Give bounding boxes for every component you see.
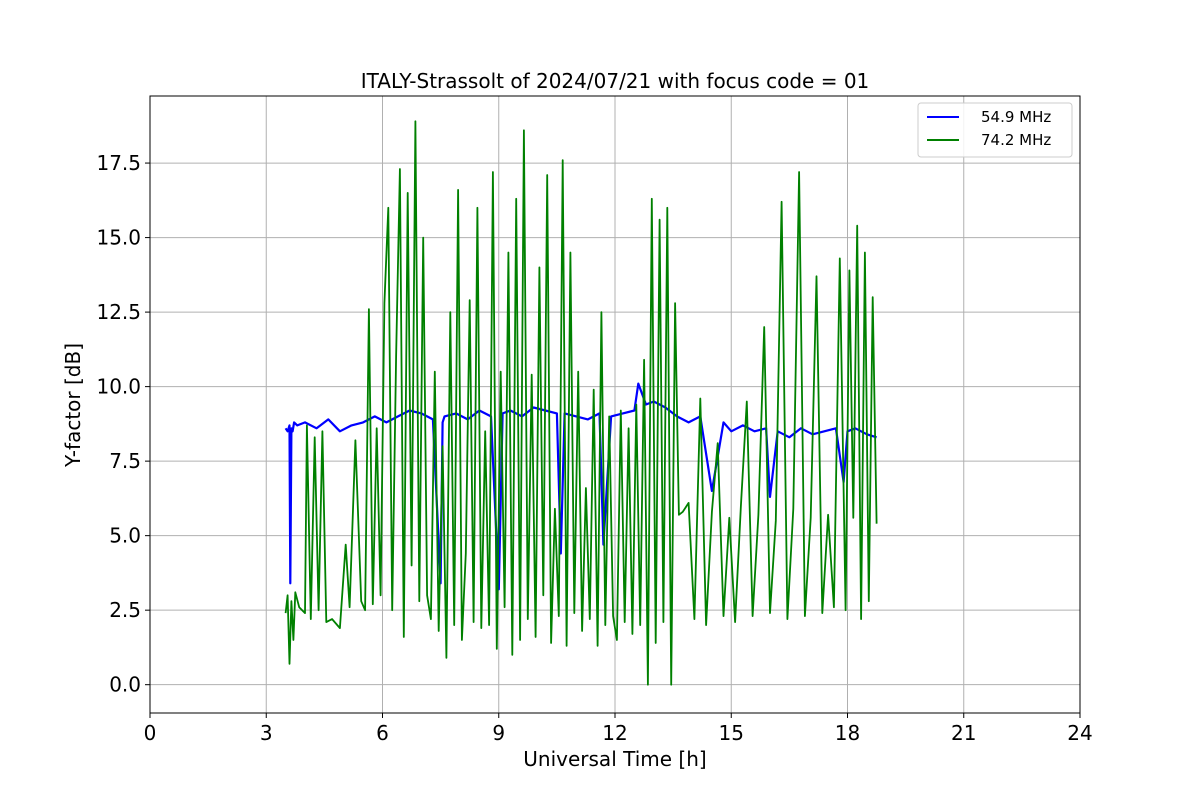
legend-label-74-2-mhz: 74.2 MHz xyxy=(981,131,1051,149)
legend-label-54-9-mhz: 54.9 MHz xyxy=(981,108,1051,126)
chart-title: ITALY-Strassolt of 2024/07/21 with focus… xyxy=(361,69,870,93)
y-tick-label: 5.0 xyxy=(109,524,141,548)
series-line-74-2-mhz xyxy=(284,120,878,686)
x-tick-label: 12 xyxy=(602,721,627,745)
x-tick-label: 21 xyxy=(951,721,976,745)
y-tick-label: 10.0 xyxy=(96,375,141,399)
legend: 54.9 MHz 74.2 MHz xyxy=(917,102,1073,158)
x-tick-label: 15 xyxy=(719,721,744,745)
x-tick-label: 9 xyxy=(492,721,505,745)
x-tick-label: 18 xyxy=(835,721,860,745)
y-axis-label: Y-factor [dB] xyxy=(61,343,85,468)
y-tick-label: 2.5 xyxy=(109,598,141,622)
x-tick-label: 3 xyxy=(260,721,273,745)
y-tick-label: 15.0 xyxy=(96,226,141,250)
y-tick-label: 12.5 xyxy=(96,300,141,324)
y-axis-ticks: 0.0 2.5 5.0 7.5 10.0 12.5 15.0 17.5 xyxy=(96,151,150,697)
x-tick-label: 6 xyxy=(376,721,389,745)
x-tick-label: 24 xyxy=(1067,721,1092,745)
series-layer xyxy=(284,120,878,686)
x-tick-label: 0 xyxy=(144,721,157,745)
x-axis-ticks: 0 3 6 9 12 15 18 21 24 xyxy=(144,713,1093,745)
y-tick-label: 17.5 xyxy=(96,151,141,175)
y-tick-label: 7.5 xyxy=(109,449,141,473)
series-line-54-9-mhz xyxy=(284,382,877,591)
y-tick-label: 0.0 xyxy=(109,673,141,697)
x-axis-label: Universal Time [h] xyxy=(523,747,706,771)
